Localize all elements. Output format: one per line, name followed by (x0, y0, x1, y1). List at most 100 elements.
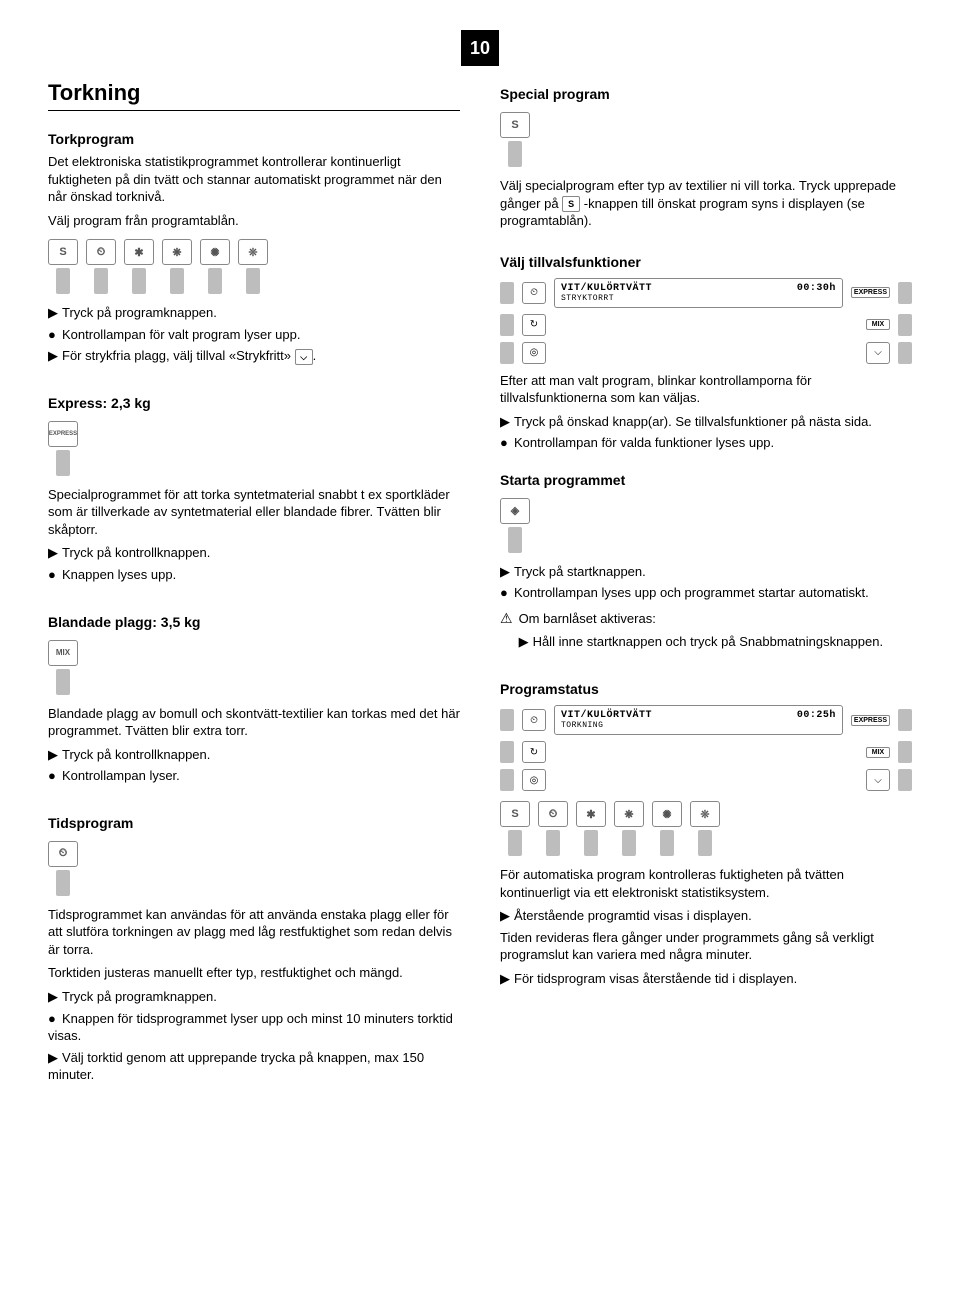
program-button: ⏲ (86, 239, 116, 294)
bullet: ▶För strykfria plagg, välj tillval «Stry… (48, 347, 460, 365)
heading-torkprogram: Torkprogram (48, 131, 460, 147)
paragraph: Tiden revideras flera gånger under progr… (500, 929, 912, 964)
mix-tag: MIX (866, 319, 890, 330)
bullet: ●Knappen för tidsprogrammet lyser upp oc… (48, 1010, 460, 1045)
clock-icon: ⏲ (522, 709, 546, 731)
dry-icon: ✺ (652, 801, 682, 827)
program-button: S (48, 239, 78, 294)
indicator-bar (898, 769, 912, 791)
heading-status: Programstatus (500, 681, 912, 697)
indicator-bar (508, 830, 522, 856)
program-button: ✺ (200, 239, 230, 294)
time-button: ⏲ (48, 841, 78, 896)
indicator-bar (546, 830, 560, 856)
start-icon: ◈ (500, 498, 530, 524)
bullet: ●Kontrollampan lyses upp och programmet … (500, 584, 912, 602)
mix-icon: MIX (48, 640, 78, 666)
program-button: ❋ (614, 801, 644, 856)
s-icon: S (500, 801, 530, 827)
dry-icon: ❋ (614, 801, 644, 827)
dry-icon: ✱ (124, 239, 154, 265)
bullet: ●Knappen lyses upp. (48, 566, 460, 584)
cycle-icon: ↻ (522, 741, 546, 763)
bullet: ▶Välj torktid genom att upprepande tryck… (48, 1049, 460, 1084)
program-button: ✱ (124, 239, 154, 294)
iron-free-icon: ⌵ (866, 769, 890, 791)
program-button: ⏲ (538, 801, 568, 856)
option-icon: ◎ (522, 769, 546, 791)
program-button: ✺ (652, 801, 682, 856)
iron-free-icon: ⌵ (866, 342, 890, 364)
indicator-bar (56, 669, 70, 695)
dry-icon: ❊ (690, 801, 720, 827)
indicator-bar (500, 709, 514, 731)
indicator-bar (898, 314, 912, 336)
bullet: ●Kontrollampan lyser. (48, 767, 460, 785)
express-tag: EXPRESS (851, 715, 890, 726)
program-button: ❊ (690, 801, 720, 856)
bullet: ▶För tidsprogram visas återstående tid i… (500, 970, 912, 988)
s-icon: S (500, 112, 530, 138)
bullet: ▶Tryck på programknappen. (48, 304, 460, 322)
indicator-bar (622, 830, 636, 856)
indicator-bar (500, 769, 514, 791)
iron-free-icon: ⌵ (295, 349, 313, 365)
bullet: ▶Återstående programtid visas i displaye… (500, 907, 912, 925)
indicator-bar (508, 527, 522, 553)
special-button: S (500, 112, 530, 167)
indicator-bar (94, 268, 108, 294)
program-button: ✱ (576, 801, 606, 856)
indicator-bar (898, 342, 912, 364)
dry-icon: ✱ (576, 801, 606, 827)
paragraph: Det elektroniska statistikprogrammet kon… (48, 153, 460, 206)
paragraph: Välj specialprogram efter typ av textili… (500, 177, 912, 230)
warning-icon: ⚠ (500, 610, 513, 627)
mix-tag: MIX (866, 747, 890, 758)
indicator-bar (500, 282, 514, 304)
express-tag: EXPRESS (851, 287, 890, 298)
indicator-bar (132, 268, 146, 294)
paragraph: Blandade plagg av bomull och skontvätt-t… (48, 705, 460, 740)
bullet: ▶Håll inne startknappen och tryck på Sna… (519, 633, 912, 651)
indicator-bar (500, 741, 514, 763)
clock-icon: ⏲ (522, 282, 546, 304)
paragraph: Om barnlåset aktiveras: (519, 610, 912, 628)
bullet: ▶Tryck på önskad knapp(ar). Se tillvalsf… (500, 413, 912, 431)
paragraph: Efter att man valt program, blinkar kont… (500, 372, 912, 407)
cycle-icon: ↻ (522, 314, 546, 336)
heading-special: Special program (500, 86, 912, 102)
bullet: ▶Tryck på kontrollknappen. (48, 544, 460, 562)
status-button-row: S ⏲ ✱ ❋ ✺ ❊ (500, 801, 912, 856)
heading-blandade: Blandade plagg: 3,5 kg (48, 614, 460, 630)
heading-tidsprogram: Tidsprogram (48, 815, 460, 831)
indicator-bar (660, 830, 674, 856)
right-column: Special program S Välj specialprogram ef… (500, 80, 912, 1088)
express-button: EXPRESS (48, 421, 78, 476)
s-icon: S (48, 239, 78, 265)
bullet: ▶Tryck på kontrollknappen. (48, 746, 460, 764)
program-button: ❊ (238, 239, 268, 294)
indicator-bar (56, 870, 70, 896)
timer-icon: ⏲ (86, 239, 116, 265)
indicator-bar (898, 741, 912, 763)
paragraph: För automatiska program kontrolleras fuk… (500, 866, 912, 901)
heading-express: Express: 2,3 kg (48, 395, 460, 411)
timer-icon: ⏲ (48, 841, 78, 867)
lcd-display: VIT/KULÖRTVÄTT00:30h STRYKTORRT (554, 278, 843, 308)
mix-button: MIX (48, 640, 78, 695)
indicator-bar (898, 709, 912, 731)
status-display: ⏲ VIT/KULÖRTVÄTT00:25h TORKNING EXPRESS … (500, 705, 912, 791)
bullet: ●Kontrollampan för valda funktioner lyse… (500, 434, 912, 452)
dry-icon: ✺ (200, 239, 230, 265)
indicator-bar (246, 268, 260, 294)
s-key-icon: S (562, 196, 580, 212)
program-button: ❋ (162, 239, 192, 294)
paragraph: Torktiden justeras manuellt efter typ, r… (48, 964, 460, 982)
indicator-bar (56, 450, 70, 476)
express-icon: EXPRESS (48, 421, 78, 447)
left-column: Torkning Torkprogram Det elektroniska st… (48, 80, 460, 1088)
paragraph: Specialprogrammet för att torka syntetma… (48, 486, 460, 539)
start-button: ◈ (500, 498, 530, 553)
bullet: ●Kontrollampan för valt program lyser up… (48, 326, 460, 344)
dry-icon: ❊ (238, 239, 268, 265)
